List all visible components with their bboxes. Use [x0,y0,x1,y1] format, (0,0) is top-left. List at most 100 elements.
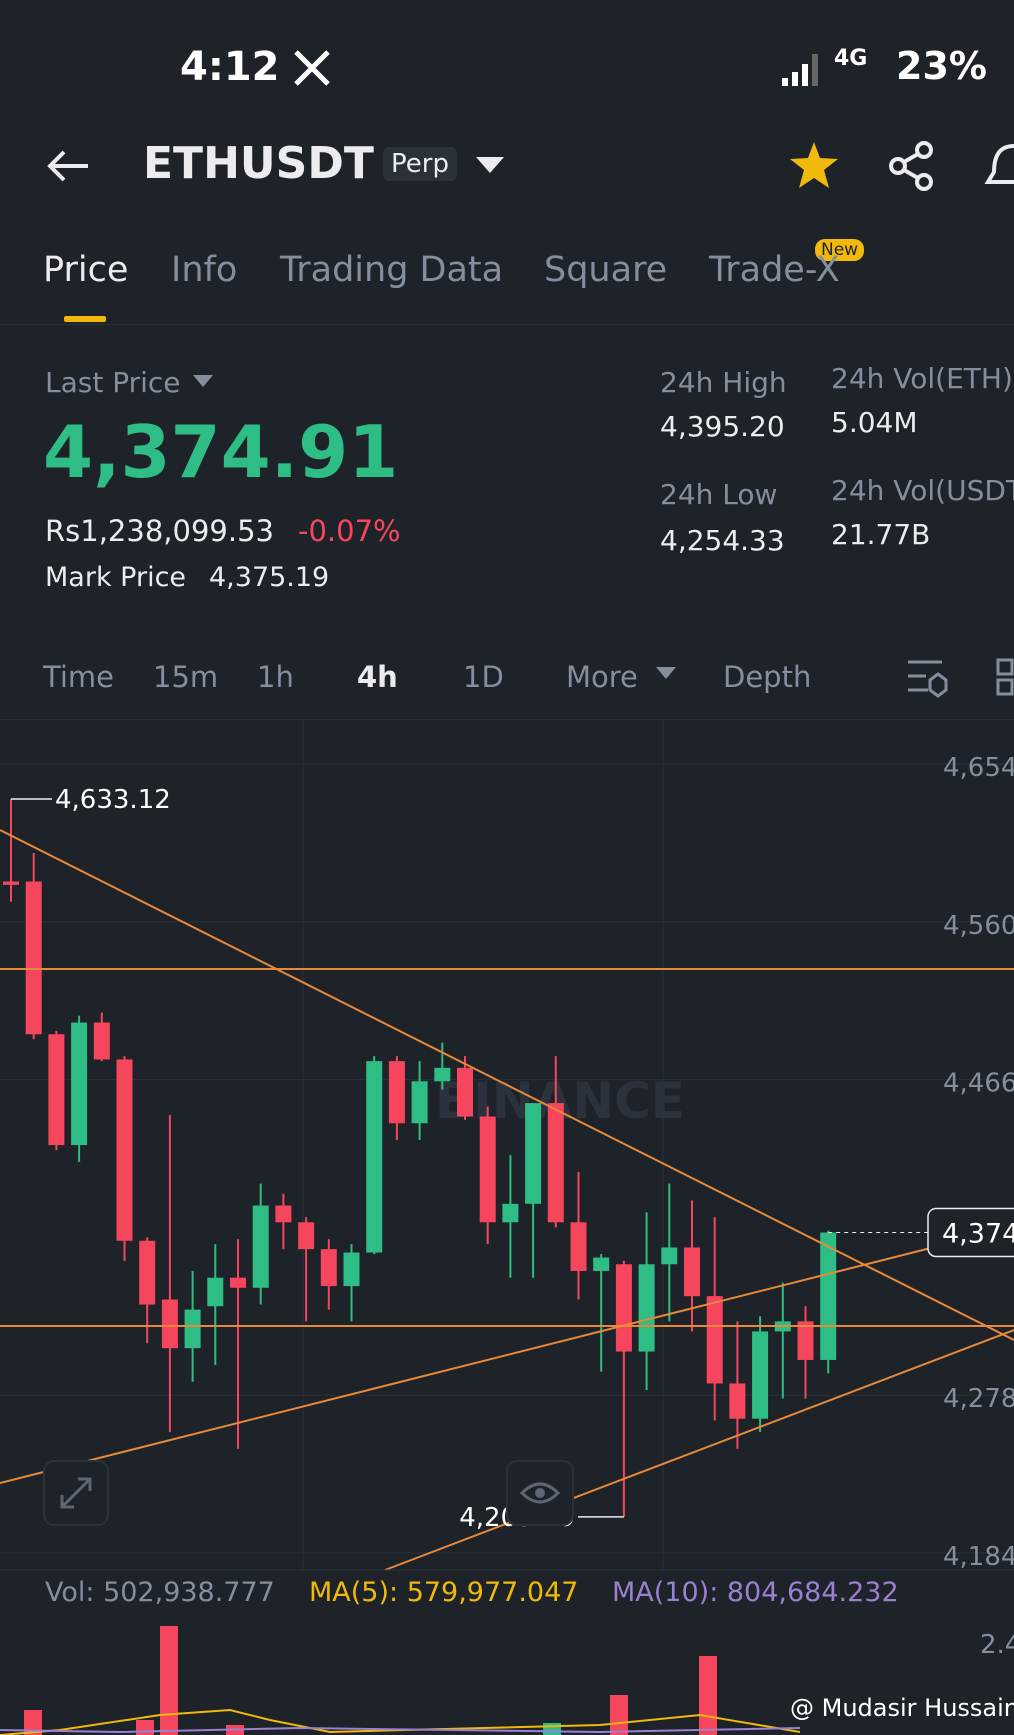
candle-body [820,1232,837,1360]
candle-body [3,881,19,885]
candle-body [71,1022,88,1146]
candle-body [479,1116,496,1223]
stat-value: 5.04M [831,406,918,439]
credit: @ Mudasir Hussain [790,1694,1014,1722]
back-button[interactable] [44,146,94,186]
candle-body [502,1203,519,1223]
candle-body [320,1249,337,1287]
expand-button[interactable] [43,1460,109,1526]
tab[interactable]: Square [544,250,668,290]
candle-body [93,1022,110,1060]
trend-line [384,1329,1014,1571]
last-price-label: 4,374.91 [942,1219,1014,1250]
candle-body [638,1264,655,1352]
battery-text: 23% [896,44,987,88]
candle-body [570,1222,587,1271]
trend-line [0,1226,1014,1484]
volume-label: Vol: 502,938.777 [45,1577,275,1608]
mark-price-label: Mark Price [45,562,187,593]
timeframe[interactable]: Depth [723,660,812,694]
perp-badge: Perp [383,147,457,181]
mark-price: 4,375.19 [209,562,330,593]
candle-body [615,1264,632,1352]
candle-body [343,1252,360,1287]
trend-line [0,829,1014,1341]
stat-label: 24h Vol(ETH) [831,362,1013,395]
candle-body [161,1299,178,1349]
candle-body [116,1059,133,1241]
volume-bars [0,1626,801,1735]
ma5-label: MA(5): 579,977.047 [309,1577,579,1608]
share-button[interactable] [886,140,938,192]
candle-body [661,1247,678,1265]
stat-value: 4,254.33 [660,524,785,557]
candle-body [139,1240,156,1305]
volume-bar [699,1656,717,1735]
price-change: -0.07% [298,514,401,548]
tab[interactable]: Trading Data [280,250,504,290]
candle-body [48,1034,65,1146]
x-logo [294,50,330,86]
status-time: 4:12 [180,44,280,90]
candle-body [525,1103,542,1204]
ma-line [0,1726,801,1734]
y-tick-label: 4,466 [943,1069,1014,1099]
signal-icon [782,54,818,86]
candle-body [684,1247,700,1297]
local-price: Rs1,238,099.53 [45,514,274,548]
candle-body [252,1205,269,1288]
candle-body [434,1067,451,1082]
divider [0,324,1014,325]
timeframe[interactable]: 1D [463,660,504,694]
last-price: 4,374.91 [43,410,399,494]
candle-body [547,1103,564,1223]
stat-value: 21.77B [831,518,931,551]
network: 4G [834,46,868,71]
last-price-label: Last Price [45,366,181,399]
timeframe[interactable]: 15m [153,660,219,694]
active-tab-indicator [64,316,106,322]
timeframe[interactable]: Time [43,660,114,694]
candle-body [184,1309,201,1349]
stat-label: 24h Low [660,478,778,511]
ma10-label: MA(10): 804,684.232 [612,1577,899,1608]
bell-button[interactable] [984,138,1014,194]
last-price-badge [927,1207,1014,1258]
candle-body [298,1222,315,1250]
candle-body [230,1277,246,1288]
dropdown[interactable] [474,155,506,177]
candle-body [706,1296,723,1384]
annotation-label: 4,633.12 [55,785,171,815]
y-tick-label: 4,184 [943,1542,1014,1572]
candle-body [411,1081,428,1124]
candle-body [729,1383,746,1419]
candle-body [366,1061,383,1253]
volume-bar [610,1695,628,1735]
caret [193,375,213,387]
stat-label: 24h High [660,366,787,399]
stat-label: 24h Vol(USDT) [831,474,1014,507]
tab[interactable]: Price [43,250,129,290]
timeframe[interactable]: 1h [257,660,294,694]
volume-bar [136,1720,154,1735]
timeframe[interactable]: More [566,660,638,694]
volume-bar [543,1723,561,1735]
volume-axis-label: 2.4 [980,1630,1014,1660]
volume-bar [160,1626,178,1735]
visibility-button[interactable] [506,1460,574,1526]
candle-body [752,1331,769,1419]
caret [656,667,676,679]
candle-body [25,881,42,1035]
tab[interactable]: Info [171,250,238,290]
tab[interactable]: Trade-X [709,250,840,290]
drawings [0,829,1014,1571]
candle-body [207,1277,224,1307]
chart-tools[interactable] [906,656,1014,698]
ma-line [0,1708,801,1735]
timeframe[interactable]: 4h [357,660,398,694]
favorite-star[interactable] [788,140,840,190]
symbol: ETHUSDT [143,138,374,189]
candle-body [388,1061,405,1124]
